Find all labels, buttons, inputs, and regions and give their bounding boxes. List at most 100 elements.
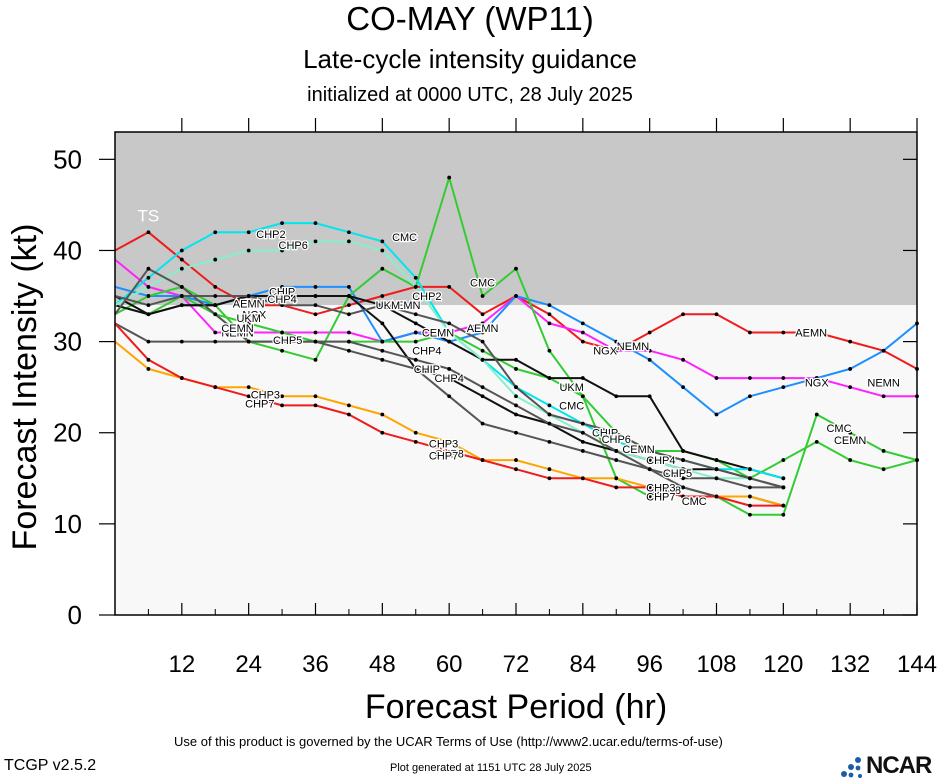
point-chp7 xyxy=(213,385,218,390)
point-chp5 xyxy=(514,430,518,435)
series-label-chip: CHIP xyxy=(414,364,440,376)
generated-time: Plot generated at 1151 UTC 28 July 2025 xyxy=(390,762,592,774)
series-label-aemn: AEMN xyxy=(233,298,265,310)
point-chp7 xyxy=(748,503,752,508)
point-chp4 xyxy=(647,449,652,453)
point-chp6 xyxy=(514,394,518,399)
point-ukm xyxy=(614,394,619,399)
point-cemn xyxy=(380,339,385,344)
series-label-chp7: CHP7 xyxy=(245,399,274,411)
point-chp4 xyxy=(313,303,318,308)
point-chp4 xyxy=(614,430,619,435)
point-nemn xyxy=(313,330,318,335)
point-nemn xyxy=(246,330,251,335)
point-cemn xyxy=(480,348,485,353)
point-chp3 xyxy=(313,394,318,399)
x-tick-label: 108 xyxy=(696,651,736,678)
point-cemn xyxy=(246,321,251,326)
point-chp2 xyxy=(748,467,752,472)
point-ngx xyxy=(848,367,853,371)
x-tick-label: 24 xyxy=(235,651,262,678)
point-chp7 xyxy=(514,467,518,472)
point-aemn xyxy=(380,294,385,298)
point-chp8 xyxy=(580,430,585,435)
point-ngx xyxy=(514,294,518,298)
y-tick-label: 30 xyxy=(53,327,82,357)
series-label-ngx: NGX xyxy=(593,346,618,358)
point-chp6 xyxy=(146,285,151,289)
point-chp4 xyxy=(580,421,585,426)
series-label-chp5: CHP5 xyxy=(663,468,692,480)
point-ukm xyxy=(681,449,685,453)
point-chip xyxy=(313,294,318,298)
point-chp5 xyxy=(447,394,452,399)
series-label-chp8: CHP8 xyxy=(652,485,681,497)
point-chp6 xyxy=(681,467,685,472)
point-nemn xyxy=(881,394,886,399)
series-label-chip: CHIP xyxy=(592,428,618,440)
point-chp8 xyxy=(647,467,652,472)
point-ngx xyxy=(280,285,284,289)
point-cemn xyxy=(814,439,819,444)
point-chp6 xyxy=(213,257,218,262)
point-chp3 xyxy=(748,494,752,499)
point-cemn xyxy=(514,367,518,371)
point-chp8 xyxy=(280,339,284,344)
point-chp2 xyxy=(413,275,418,280)
point-nemn xyxy=(547,321,552,326)
point-chp3 xyxy=(447,439,452,444)
point-chp2 xyxy=(246,230,251,235)
point-cmc xyxy=(647,494,652,499)
point-chp4 xyxy=(681,458,685,462)
point-chip xyxy=(347,294,351,298)
point-chp4 xyxy=(380,303,385,308)
point-ngx xyxy=(714,412,719,417)
point-cemn xyxy=(280,330,284,335)
point-chp5 xyxy=(480,421,485,426)
ncar-logo: NCAR xyxy=(838,752,938,780)
point-aemn xyxy=(146,230,151,235)
point-chp5 xyxy=(748,485,752,490)
series-label-chp2: CHP2 xyxy=(412,291,441,303)
point-chp2 xyxy=(313,221,318,226)
point-chp3 xyxy=(280,394,284,399)
plot-frame xyxy=(114,131,918,616)
point-cemn xyxy=(848,458,853,462)
point-chip xyxy=(280,294,284,298)
point-ukm xyxy=(413,321,418,326)
point-nemn xyxy=(848,385,853,390)
point-chp8 xyxy=(480,385,485,390)
point-chp8 xyxy=(614,449,619,453)
point-aemn xyxy=(313,312,318,317)
point-cemn xyxy=(413,339,418,344)
x-tick-label: 12 xyxy=(168,651,195,678)
point-chp5 xyxy=(347,348,351,353)
point-chp7 xyxy=(714,494,719,499)
point-chp4 xyxy=(748,476,752,481)
series-label-aemn: AEMN xyxy=(389,300,421,312)
band-label-ts: TS xyxy=(138,206,160,225)
point-chp5 xyxy=(547,439,552,444)
point-chip xyxy=(213,303,218,308)
terms-notice: Use of this product is governed by the U… xyxy=(174,734,723,749)
point-chp3 xyxy=(614,476,619,481)
point-aemn xyxy=(246,303,251,308)
point-chp6 xyxy=(313,239,318,244)
series-label-chp4: CHP4 xyxy=(412,346,441,358)
series-label-chp6: CHP6 xyxy=(602,434,631,446)
series-label-cmc: CMC xyxy=(826,423,851,435)
point-chp7 xyxy=(547,476,552,481)
series-label-aemn: AEMN xyxy=(795,327,827,339)
series-label-cemn: CEMN xyxy=(834,435,866,447)
point-aemn xyxy=(580,339,585,344)
x-tick-label: 84 xyxy=(569,651,596,678)
point-chp7 xyxy=(280,403,284,408)
point-chp7 xyxy=(179,376,184,380)
point-nemn xyxy=(580,330,585,335)
point-chip xyxy=(380,321,385,326)
point-cemn xyxy=(781,458,786,462)
point-nemn xyxy=(647,348,652,353)
point-chp8 xyxy=(313,339,318,344)
point-chp7 xyxy=(480,458,485,462)
point-chp3 xyxy=(347,403,351,408)
